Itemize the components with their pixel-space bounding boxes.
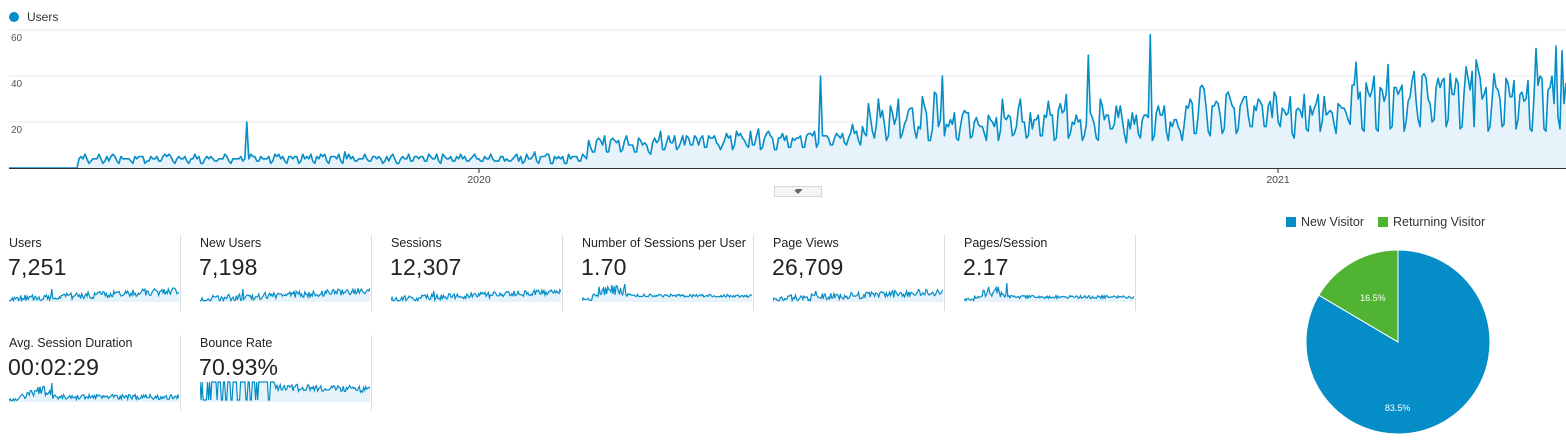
handle-bar (796, 189, 802, 190)
metric-sparkline (200, 381, 370, 402)
metric-label: Pages/Session (964, 236, 1048, 250)
legend-returning-visitor[interactable]: Returning Visitor (1377, 215, 1486, 229)
sparkline-line (964, 282, 1134, 302)
sparkline-line (9, 382, 179, 402)
metric-value: 70.93% (199, 354, 279, 380)
y-tick-label: 60 (11, 33, 23, 44)
metric-sparkline (391, 288, 561, 302)
metric-label: Avg. Session Duration (9, 336, 133, 350)
returning-visitor-swatch (1377, 217, 1388, 227)
metric-label: New Users (200, 236, 262, 250)
metric-value: 00:02:29 (8, 354, 100, 380)
metric-sparkline (200, 287, 370, 302)
metric-bounce-rate[interactable]: Bounce Rate 70.93% (191, 335, 372, 411)
metric-sparkline (582, 283, 752, 302)
pie-slice-returning-visitor[interactable] (1318, 249, 1399, 343)
metric-label: Number of Sessions per User (582, 236, 746, 250)
metric-sparkline (9, 286, 179, 302)
metric-avg-session-duration[interactable]: Avg. Session Duration 00:02:29 (0, 335, 181, 411)
metric-sparkline (9, 382, 179, 402)
sparkline-line (391, 288, 561, 302)
metric-page-views[interactable]: Page Views 26,709 (764, 235, 945, 311)
metric-value: 7,251 (8, 254, 67, 280)
metric-label: Sessions (391, 236, 442, 250)
metric-label: Page Views (773, 236, 839, 250)
pie-slice-label: 16.5% (1360, 293, 1386, 303)
chevron-down-icon (794, 189, 802, 194)
y-tick-label: 20 (11, 125, 23, 136)
metric-value: 7,198 (199, 254, 258, 280)
metric-label: Users (9, 236, 42, 250)
x-tick-label: 2020 (467, 174, 491, 186)
metric-sessions[interactable]: Sessions 12,307 (382, 235, 563, 311)
main-chart-legend: Users (9, 10, 58, 24)
metric-sessions-per-user[interactable]: Number of Sessions per User 1.70 (573, 235, 754, 311)
metric-value: 2.17 (963, 254, 1009, 280)
users-series-line (9, 33, 1566, 169)
metric-value: 1.70 (581, 254, 627, 280)
x-tick-label: 2021 (1266, 174, 1290, 186)
sparkline-line (9, 286, 179, 302)
users-legend-label: Users (27, 10, 59, 24)
users-legend-dot (9, 12, 19, 22)
sparkline-line (200, 381, 370, 401)
users-area-fill (9, 34, 1566, 168)
new-visitor-swatch (1286, 217, 1296, 227)
metric-value: 26,709 (772, 254, 844, 280)
legend-label: Returning Visitor (1392, 215, 1486, 229)
sparkline-line (773, 288, 943, 302)
legend-label: New Visitor (1301, 215, 1364, 229)
y-tick-label: 40 (11, 79, 23, 90)
sparkline-line (200, 287, 370, 302)
legend-new-visitor[interactable]: New Visitor (1286, 215, 1364, 229)
pie-slice-new-visitor[interactable] (1305, 249, 1491, 435)
metric-sparkline (773, 288, 943, 302)
metric-users[interactable]: Users 7,251 (0, 235, 181, 311)
metric-sparkline (964, 282, 1134, 302)
pie-legend: New Visitor Returning Visitor (1286, 215, 1499, 229)
metric-pages-per-session[interactable]: Pages/Session 2.17 (955, 235, 1136, 311)
metric-value: 12,307 (390, 254, 462, 280)
sparkline-line (582, 283, 752, 302)
metric-label: Bounce Rate (200, 336, 273, 350)
pie-slice-label: 83.5% (1385, 403, 1411, 413)
metric-new-users[interactable]: New Users 7,198 (191, 235, 372, 311)
chart-collapse-handle[interactable] (774, 186, 822, 197)
visitor-type-pie-chart: 83.5% 16.5% (1305, 249, 1491, 435)
sparkline-fill (200, 382, 370, 402)
sparkline-fill (582, 284, 752, 302)
